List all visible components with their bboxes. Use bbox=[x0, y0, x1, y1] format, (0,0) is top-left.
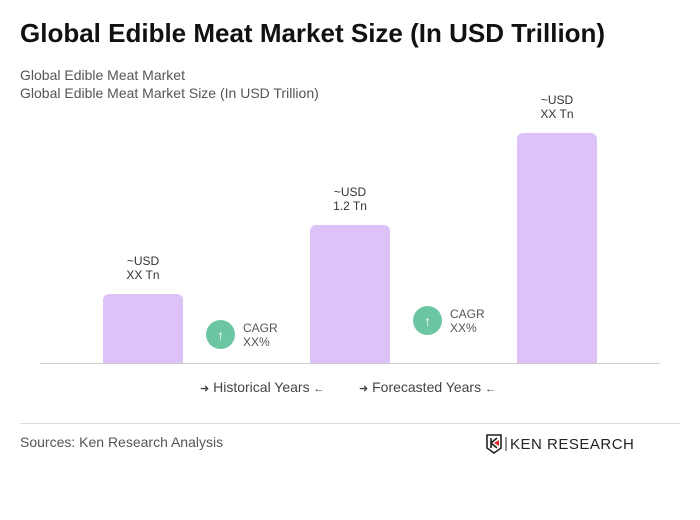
x-axis bbox=[40, 363, 660, 364]
cagr-value: XX% bbox=[243, 334, 270, 349]
cagr-label: CAGR bbox=[450, 306, 485, 321]
arrow-right-icon: ➜ bbox=[200, 383, 210, 395]
bar-2 bbox=[310, 225, 390, 363]
subtitle-2: Global Edible Meat Market Size (In USD T… bbox=[20, 85, 319, 101]
bar-3 bbox=[517, 133, 597, 363]
legend-forecasted: ➜ Forecasted Years ← bbox=[359, 379, 496, 395]
cagr-value: XX% bbox=[450, 320, 477, 335]
data-label-1: ~USD XX Tn bbox=[93, 254, 193, 282]
subtitle: Global Edible Meat Market bbox=[20, 67, 185, 83]
legend-label: Forecasted Years bbox=[372, 379, 482, 395]
arrow-up-icon: ↑ bbox=[413, 306, 442, 335]
arrow-left-icon: ← bbox=[484, 383, 496, 395]
arrow-left-icon: ← bbox=[313, 383, 325, 395]
data-label-line: ~USD bbox=[333, 185, 367, 199]
cagr-label: CAGR bbox=[243, 320, 278, 335]
data-label-line: XX Tn bbox=[540, 107, 574, 121]
data-label-2: ~USD 1.2 Tn bbox=[300, 185, 400, 213]
data-label-line: ~USD bbox=[126, 254, 160, 268]
legend-label: Historical Years bbox=[213, 379, 310, 395]
cagr-badge-2: ↑ CAGR XX% bbox=[413, 306, 485, 335]
chart-title: Global Edible Meat Market Size (In USD T… bbox=[20, 18, 606, 48]
bar-1 bbox=[103, 294, 183, 363]
data-label-3: ~USD XX Tn bbox=[507, 93, 607, 121]
data-label-line: XX Tn bbox=[126, 268, 160, 282]
data-label-line: ~USD bbox=[540, 93, 574, 107]
divider bbox=[20, 423, 680, 424]
cagr-badge-1: ↑ CAGR XX% bbox=[206, 320, 278, 349]
legend-historical: ➜ Historical Years ← bbox=[200, 379, 325, 395]
data-label-line: 1.2 Tn bbox=[333, 199, 367, 213]
sources: Sources: Ken Research Analysis bbox=[20, 434, 224, 450]
svg-text:KEN RESEARCH: KEN RESEARCH bbox=[510, 436, 634, 453]
arrow-up-icon: ↑ bbox=[206, 320, 235, 349]
arrow-right-icon: ➜ bbox=[359, 383, 369, 395]
ken-research-logo: KEN RESEARCH bbox=[486, 433, 656, 455]
